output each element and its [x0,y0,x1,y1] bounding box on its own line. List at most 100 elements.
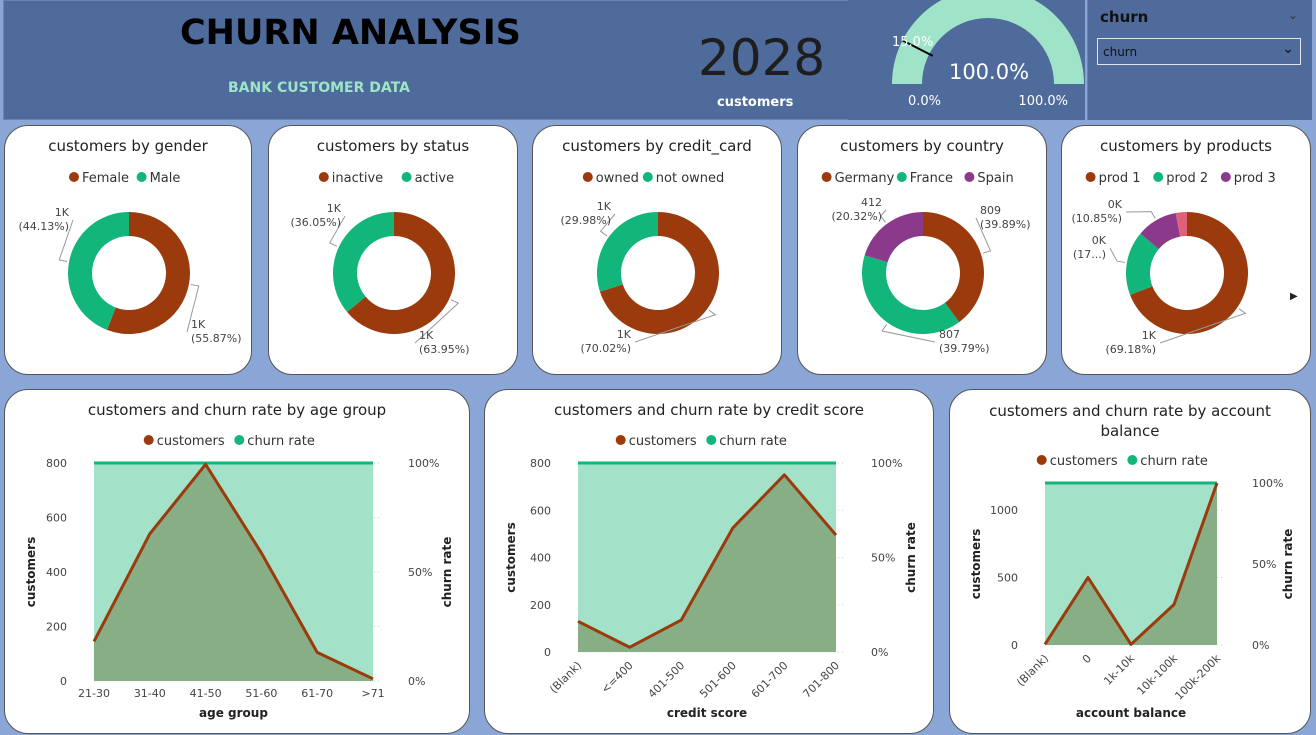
data-label-value: 1K [419,329,434,342]
x-tick-label: (Blank) [1014,652,1051,689]
donut-slice[interactable] [1130,212,1248,334]
donut-chart-country: Germany France Spain 809(39.89%) 807(39.79%)… [821,171,1031,355]
legend-label: Male [150,171,181,186]
data-label-leader [880,209,887,223]
data-label-percent: (44.13%) [18,220,69,233]
y-tick-label: 200 [530,599,551,612]
slicer-title: churn [1100,8,1149,26]
legend-label: France [910,171,953,186]
data-label-value: 1K [191,318,206,331]
x-tick-label: 41-50 [190,687,222,700]
y2-tick-label: 50% [871,552,895,565]
y2-axis-title: churn rate [1281,529,1295,600]
y-tick-label: 400 [46,566,67,579]
legend-marker [69,172,79,182]
legend-marker [615,435,626,445]
x-tick-label: 31-40 [134,687,166,700]
y2-tick-label: 0% [871,646,888,659]
kpi-customers-value: 2028 [698,29,826,87]
legend-marker [136,172,147,182]
y-axis-title: customers [504,522,518,592]
customers-line[interactable] [1043,482,1219,646]
slicer-selected-value: churn [1103,45,1138,59]
chart-title: customers by products [1100,137,1272,155]
donut-slice[interactable] [67,212,129,330]
donut-slice[interactable] [599,212,719,334]
legend-label: Female [82,171,129,186]
legend-label: prod 3 [1234,171,1276,186]
header: CHURN ANALYSIS BANK CUSTOMER DATA 2028 c… [0,0,1316,122]
legend-marker [1127,455,1138,465]
area-chart-account-balance: customers churn rate 0 500 1000 0% 50% 100% (Bla… [969,454,1295,720]
customers-line[interactable] [92,462,374,681]
legend-marker [1220,172,1231,182]
legend-marker [143,435,154,445]
legend-next-icon[interactable]: ▶ [1290,291,1298,302]
data-label-leader [881,324,936,343]
gauge-value-label: 100.0% [949,60,1029,84]
donut-card-credit-card: customers by credit_card owned not owned 1… [532,125,782,375]
data-label-percent: (17...) [1073,248,1106,261]
legend-label: inactive [332,171,383,186]
area-card-age-group: customers and churn rate by age group cu… [4,389,470,734]
donut-chart-products: prod 1 prod 2 prod 31K(69.18%)0K(17...)0K(… [1071,171,1276,356]
donut-slice[interactable] [347,212,455,334]
data-label-percent: (39.89%) [980,218,1031,231]
data-label-leader [329,215,346,247]
x-axis-title: account balance [1076,706,1186,720]
customers-line[interactable] [577,473,838,649]
y-tick-label: 600 [530,504,551,517]
data-label-value: 807 [939,328,960,341]
data-label-value: 1K [617,328,632,341]
x-axis-title: age group [199,706,268,720]
donut-slice[interactable] [1140,213,1181,250]
y2-tick-label: 50% [408,566,432,579]
slicer-dropdown[interactable]: churn ⌄ [1097,38,1301,65]
y2-tick-label: 50% [1252,558,1276,571]
donut-slice[interactable] [107,212,190,334]
slicer-collapse-icon[interactable]: ⌄ [1288,8,1299,22]
data-label-value: 1K [1142,329,1157,342]
y2-axis-title: churn rate [904,522,918,593]
y2-axis-title: churn rate [440,537,454,608]
donut-slice[interactable] [862,255,960,334]
chart-title: customers by gender [48,137,208,155]
y-tick-label: 0 [60,675,67,688]
legend-label: owned [596,171,639,186]
chart-title: customers and churn rate by age group [87,401,387,419]
donut-card-status: customers by status inactive active 1K (63.… [268,125,518,375]
y-tick-label: 500 [997,572,1018,585]
x-tick-label: 401-500 [646,659,688,701]
data-label-percent: (69.18%) [1105,343,1156,356]
donut-slice[interactable] [923,212,984,323]
data-label-leader [1159,308,1247,344]
donut-slice[interactable] [1126,233,1159,295]
data-label-percent: (55.87%) [191,332,242,345]
y-tick-label: 200 [46,621,67,634]
donut-slice[interactable] [864,212,923,263]
area-card-credit-score: customers and churn rate by credit score… [484,389,934,734]
area-card-account-balance: customers and churn rate by account bala… [949,389,1311,734]
x-tick-label: 51-60 [245,687,277,700]
x-tick-label: 61-70 [301,687,333,700]
data-label-percent: (10.85%) [1071,212,1122,225]
donut-card-gender: customers by gender Female Male 1K (55.87%)… [4,125,252,375]
legend-label: churn rate [719,434,787,449]
legend-label: customers [157,434,225,449]
data-label-leader [58,219,74,262]
data-label-value: 0K [1108,198,1123,211]
x-tick-label: 100k-200k [1172,651,1223,702]
x-tick-label: <=400 [599,659,636,696]
y2-tick-label: 0% [1252,639,1269,652]
x-tick-label: >71 [361,687,384,700]
donut-slice[interactable] [333,212,394,313]
data-label-value: 1K [327,202,342,215]
y-tick-label: 600 [46,512,67,525]
legend-marker [642,172,653,182]
gauge-target-label: 15.0% [892,35,933,50]
y-tick-label: 0 [544,646,551,659]
donut-slice[interactable] [597,212,658,292]
donut-slice[interactable] [1175,212,1187,237]
